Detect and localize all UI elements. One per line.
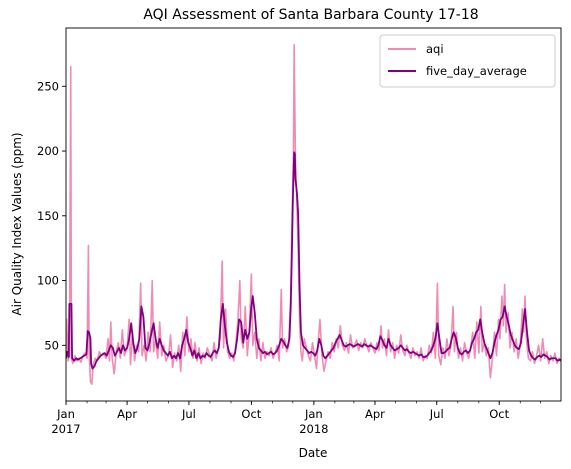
y-tick-label: 50: [44, 338, 59, 352]
x-tick-label: Jan: [56, 407, 75, 421]
x-tick-label: Jan: [304, 407, 323, 421]
series-line-five-day-average: [66, 151, 561, 370]
legend-label-aqi: aqi: [426, 42, 444, 56]
y-tick-label: 100: [37, 274, 59, 288]
y-tick-label: 150: [37, 209, 59, 223]
x-tick-label: Apr: [117, 407, 137, 421]
x-tick-label: Apr: [365, 407, 385, 421]
x-tick-label: Jul: [429, 407, 444, 421]
y-axis: 50 100 150 200 250: [37, 79, 66, 352]
y-tick-label: 250: [37, 79, 59, 93]
x-axis-label: Date: [299, 446, 328, 460]
legend: aqi five_day_average: [379, 34, 556, 88]
x-tick-label: Jul: [181, 407, 196, 421]
chart-title: AQI Assessment of Santa Barbara County 1…: [143, 7, 478, 23]
x-tick-label: Oct: [241, 407, 261, 421]
x-tick-label: Oct: [489, 407, 509, 421]
x-tick-year-label: 2018: [299, 422, 328, 436]
y-axis-label: Air Quality Index Values (ppm): [10, 132, 24, 315]
y-tick-label: 200: [37, 144, 59, 158]
legend-label-five-day-average: five_day_average: [426, 64, 527, 78]
legend-box: [379, 34, 556, 88]
x-tick-year-label: 2017: [51, 422, 80, 436]
